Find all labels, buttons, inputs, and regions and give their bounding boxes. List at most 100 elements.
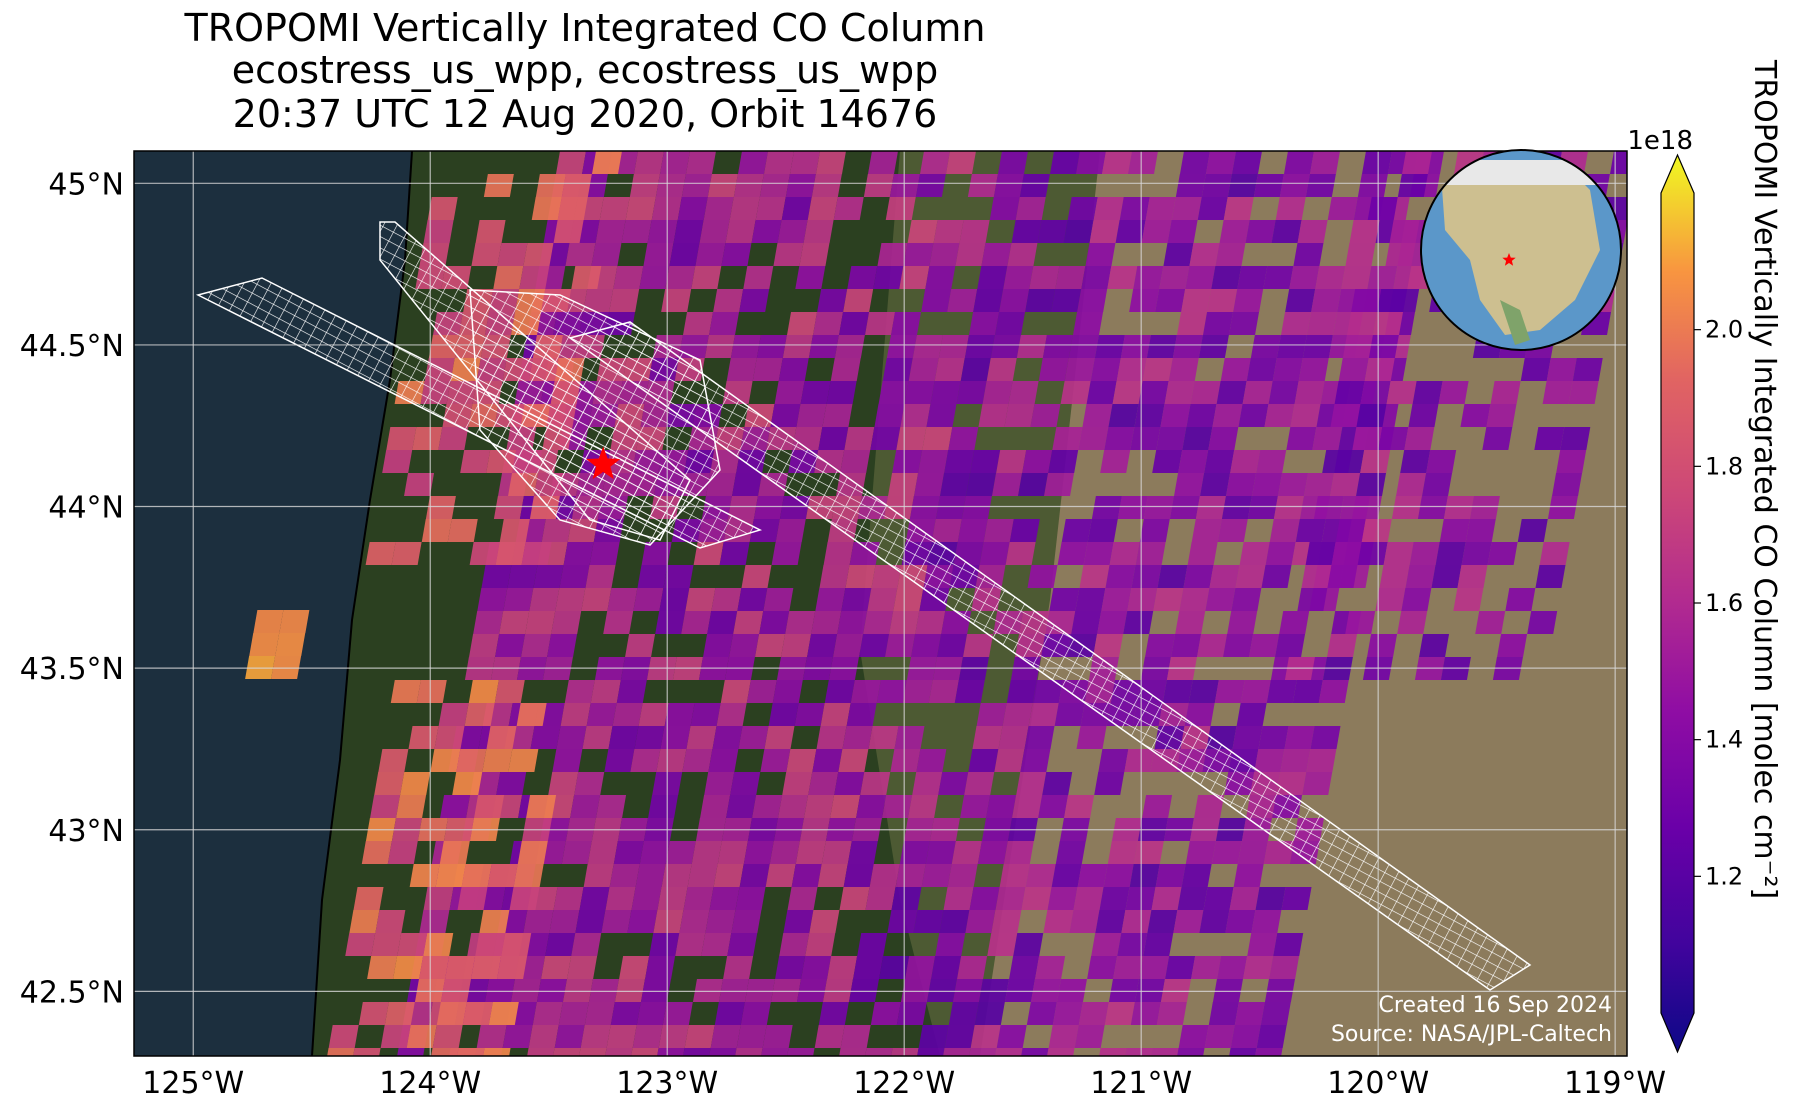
co-pixel bbox=[677, 197, 708, 220]
co-pixel bbox=[1203, 312, 1234, 335]
co-pixel bbox=[1357, 542, 1388, 565]
co-pixel bbox=[738, 726, 769, 749]
co-pixel bbox=[978, 979, 1009, 1002]
co-pixel bbox=[605, 1048, 633, 1056]
co-pixel bbox=[382, 450, 413, 473]
co-pixel bbox=[796, 979, 827, 1002]
co-pixel bbox=[1439, 519, 1470, 542]
co-pixel bbox=[1327, 197, 1358, 220]
co-pixel bbox=[738, 151, 768, 174]
co-pixel bbox=[552, 749, 583, 772]
co-pixel bbox=[503, 588, 534, 611]
co-pixel bbox=[1037, 220, 1068, 243]
co-pixel bbox=[464, 703, 495, 726]
co-pixel bbox=[1229, 887, 1260, 910]
co-pixel bbox=[915, 611, 946, 634]
co-pixel bbox=[1056, 979, 1087, 1002]
co-pixel bbox=[1285, 289, 1316, 312]
co-pixel bbox=[1087, 519, 1118, 542]
co-pixel bbox=[1289, 266, 1320, 289]
lat-tick-label: 43.5°N bbox=[20, 652, 124, 687]
co-pixel bbox=[1255, 887, 1286, 910]
co-pixel bbox=[1093, 197, 1124, 220]
co-pixel bbox=[245, 656, 276, 679]
co-pixel bbox=[663, 565, 694, 588]
co-pixel bbox=[1234, 1002, 1265, 1025]
co-pixel bbox=[1469, 496, 1500, 519]
co-pixel bbox=[584, 1002, 615, 1025]
co-pixel bbox=[1156, 1002, 1187, 1025]
co-pixel bbox=[706, 473, 737, 496]
co-pixel bbox=[840, 1025, 871, 1048]
co-pixel bbox=[499, 519, 530, 542]
co-pixel bbox=[785, 611, 816, 634]
co-pixel bbox=[1422, 473, 1453, 496]
co-pixel bbox=[916, 749, 947, 772]
lat-tick-label: 44°N bbox=[48, 491, 124, 526]
co-pixel bbox=[735, 1048, 763, 1056]
co-pixel bbox=[1367, 266, 1398, 289]
co-pixel bbox=[684, 1025, 715, 1048]
co-pixel bbox=[1047, 1048, 1075, 1056]
co-pixel bbox=[1051, 864, 1082, 887]
co-pixel bbox=[560, 703, 591, 726]
co-pixel bbox=[616, 680, 647, 703]
co-pixel bbox=[842, 726, 873, 749]
co-pixel bbox=[994, 749, 1025, 772]
co-pixel bbox=[1368, 335, 1399, 358]
co-pixel bbox=[841, 588, 872, 611]
lat-tick-label: 42.5°N bbox=[20, 975, 124, 1010]
co-pixel bbox=[1360, 381, 1391, 404]
co-pixel bbox=[390, 680, 421, 703]
co-pixel bbox=[965, 910, 996, 933]
co-pixel bbox=[1153, 588, 1184, 611]
colorbar-label: TROPOMI Vertically Integrated CO Column … bbox=[1747, 59, 1782, 899]
co-pixel bbox=[833, 197, 864, 220]
co-pixel bbox=[713, 864, 744, 887]
longitude-labels: 125°W 124°W 123°W 122°W 121°W 120°W 119°W bbox=[142, 1066, 1666, 1100]
co-pixel bbox=[1163, 243, 1194, 266]
co-pixel bbox=[826, 381, 857, 404]
co-pixel bbox=[1021, 887, 1052, 910]
co-pixel bbox=[1266, 680, 1297, 703]
co-pixel bbox=[430, 749, 461, 772]
co-pixel bbox=[1419, 634, 1450, 657]
co-pixel bbox=[1292, 680, 1323, 703]
co-pixel bbox=[871, 565, 902, 588]
co-pixel bbox=[967, 174, 998, 197]
co-pixel bbox=[960, 358, 991, 381]
co-pixel bbox=[686, 151, 716, 174]
co-pixel bbox=[461, 864, 492, 887]
co-pixel bbox=[993, 174, 1024, 197]
co-pixel bbox=[625, 197, 656, 220]
co-pixel bbox=[432, 1025, 463, 1048]
co-pixel bbox=[1103, 864, 1134, 887]
co-pixel bbox=[718, 979, 749, 1002]
co-pixel bbox=[968, 749, 999, 772]
co-pixel bbox=[709, 887, 740, 910]
co-pixel bbox=[900, 979, 931, 1002]
co-pixel bbox=[1020, 749, 1051, 772]
co-pixel bbox=[1048, 450, 1079, 473]
co-pixel bbox=[823, 542, 854, 565]
co-pixel bbox=[1229, 1048, 1257, 1056]
co-pixel bbox=[481, 565, 512, 588]
co-pixel bbox=[974, 1002, 1005, 1025]
inset-globe bbox=[1420, 149, 1622, 351]
globe-land-central-america bbox=[1500, 300, 1530, 345]
co-pixel bbox=[948, 1002, 979, 1025]
co-pixel bbox=[608, 726, 639, 749]
co-pixel bbox=[820, 703, 851, 726]
co-pixel bbox=[462, 1002, 493, 1025]
co-pixel bbox=[1182, 427, 1213, 450]
co-pixel bbox=[419, 910, 450, 933]
co-pixel bbox=[873, 266, 904, 289]
co-pixel bbox=[1099, 887, 1130, 910]
co-pixel bbox=[555, 588, 586, 611]
co-pixel bbox=[1223, 197, 1254, 220]
co-pixel bbox=[857, 933, 888, 956]
co-pixel bbox=[699, 220, 730, 243]
co-pixel bbox=[838, 749, 869, 772]
co-pixel bbox=[1313, 496, 1344, 519]
